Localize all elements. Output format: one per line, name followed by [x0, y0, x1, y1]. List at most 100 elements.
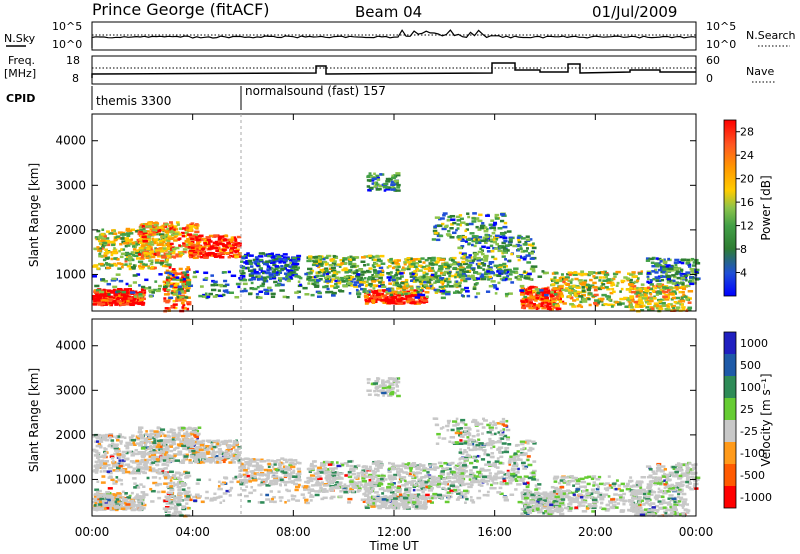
- texture-cell: [488, 275, 493, 279]
- texture-cell: [445, 292, 451, 296]
- texture-cell: [175, 290, 180, 293]
- texture-cell: [672, 279, 676, 283]
- texture-cell: [284, 258, 288, 262]
- texture-cell: [363, 255, 368, 258]
- texture-cell: [434, 271, 438, 275]
- texture-cell: [194, 230, 200, 234]
- texture-cell: [611, 303, 616, 307]
- texture-cell: [504, 276, 508, 280]
- texture-cell: [237, 447, 241, 450]
- texture-cell: [218, 453, 222, 456]
- texture-cell: [492, 226, 497, 230]
- texture-cell: [381, 285, 387, 289]
- texture-cell: [235, 282, 241, 286]
- texture-cell: [360, 256, 366, 259]
- texture-cell: [141, 235, 147, 239]
- texture-cell: [198, 448, 204, 452]
- texture-cell: [473, 271, 478, 274]
- texture-cell: [475, 238, 478, 241]
- texture-cell: [475, 241, 479, 245]
- texture-cell: [419, 282, 424, 286]
- texture-cell: [176, 254, 180, 258]
- texture-cell: [402, 267, 408, 271]
- texture-cell: [619, 297, 625, 301]
- texture-cell: [503, 221, 508, 225]
- texture-cell: [134, 448, 138, 452]
- texture-cell: [388, 278, 392, 282]
- texture-cell: [121, 240, 126, 243]
- texture-cell: [325, 290, 330, 294]
- texture-cell: [687, 263, 692, 267]
- texture-cell: [555, 295, 561, 298]
- texture-cell: [316, 279, 321, 282]
- texture-cell: [352, 277, 356, 281]
- texture-cell: [173, 272, 178, 275]
- texture-cell: [304, 272, 308, 276]
- texture-cell: [383, 294, 387, 298]
- texture-cell: [184, 296, 189, 299]
- texture-cell: [529, 257, 535, 260]
- texture-cell: [454, 290, 459, 293]
- texture-cell: [400, 293, 404, 296]
- texture-cell: [135, 504, 140, 507]
- texture-cell: [380, 281, 385, 284]
- texture-cell: [464, 274, 468, 277]
- cpid-label: CPID: [6, 92, 35, 105]
- texture-cell: [373, 172, 376, 176]
- texture-cell: [132, 274, 138, 277]
- texture-cell: [504, 292, 510, 296]
- texture-cell: [478, 241, 482, 245]
- texture-cell: [670, 264, 674, 268]
- texture-cell: [364, 302, 369, 305]
- texture-cell: [257, 278, 264, 281]
- texture-cell: [631, 299, 634, 303]
- beam-label: Beam 04: [355, 3, 422, 21]
- texture-cell: [148, 221, 154, 224]
- texture-cell: [245, 256, 248, 259]
- texture-cell: [479, 275, 485, 278]
- texture-cell: [473, 254, 477, 257]
- texture-cell: [115, 496, 119, 500]
- texture-cell: [217, 236, 222, 239]
- texture-cell: [145, 430, 148, 433]
- texture-cell: [269, 277, 272, 281]
- texture-cell: [174, 232, 179, 236]
- texture-cell: [175, 231, 180, 234]
- texture-cell: [117, 462, 121, 466]
- texture-cell: [468, 222, 474, 226]
- texture-cell: [225, 455, 231, 459]
- texture-cell: [140, 506, 146, 510]
- texture-cell: [494, 217, 500, 220]
- texture-cell: [416, 257, 421, 261]
- texture-cell: [176, 272, 182, 276]
- texture-cell: [442, 212, 448, 215]
- texture-cell: [460, 239, 466, 242]
- texture-cell: [491, 231, 496, 235]
- texture-cell: [166, 464, 170, 467]
- texture-cell: [273, 257, 279, 261]
- texture-cell: [94, 471, 99, 474]
- texture-cell: [187, 233, 192, 236]
- texture-cell: [151, 237, 155, 241]
- texture-cell: [113, 238, 118, 242]
- texture-cell: [222, 440, 227, 443]
- texture-cell: [356, 278, 362, 281]
- texture-cell: [649, 279, 653, 282]
- texture-cell: [559, 292, 564, 295]
- texture-cell: [146, 247, 151, 250]
- texture-cell: [208, 234, 214, 238]
- texture-cell: [117, 292, 121, 296]
- texture-cell: [286, 279, 291, 283]
- texture-cell: [120, 265, 124, 269]
- texture-cell: [681, 287, 687, 291]
- texture-cell: [231, 243, 237, 247]
- texture-cell: [221, 458, 227, 461]
- texture-cell: [389, 293, 394, 297]
- texture-cell: [265, 260, 271, 263]
- texture-cell: [111, 500, 117, 504]
- texture-cell: [373, 181, 376, 185]
- texture-cell: [371, 182, 375, 185]
- texture-cell: [151, 445, 156, 449]
- texture-cell: [341, 280, 346, 283]
- texture-cell: [196, 429, 200, 433]
